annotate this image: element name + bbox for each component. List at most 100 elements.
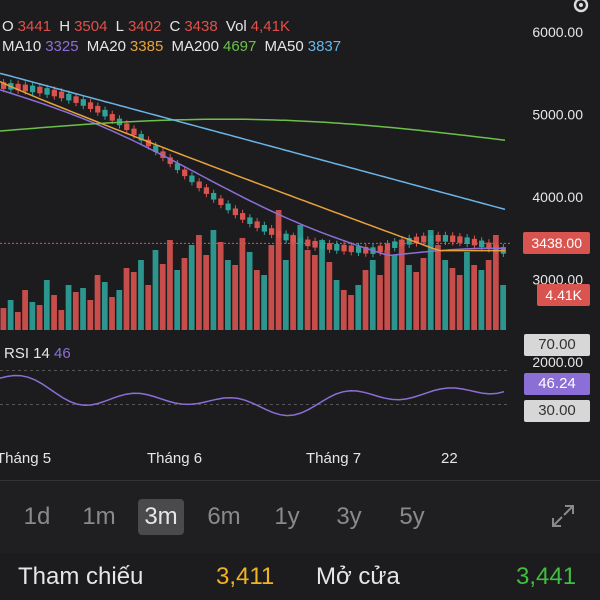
candle-body (334, 244, 340, 251)
volume-bar (109, 297, 115, 330)
volume-bar (174, 270, 181, 330)
ohlc-low-value: 3402 (127, 18, 162, 35)
candle-body (37, 86, 43, 94)
reference-value: 3,411 (216, 563, 275, 590)
rsi-upper-tag: 70.00 (524, 334, 590, 356)
volume-bar (391, 255, 398, 330)
volume-bar (58, 310, 65, 330)
candle-body (153, 145, 159, 153)
volume-bar (101, 282, 108, 330)
candle-body (457, 236, 463, 243)
period-3m-button[interactable]: 3m (138, 499, 184, 535)
expand-icon[interactable] (550, 503, 576, 529)
volume-bar (217, 242, 224, 330)
reference-label: Tham chiếu (18, 563, 144, 590)
period-5y-button[interactable]: 5y (399, 503, 425, 530)
candle-body (450, 235, 456, 243)
candle-body (479, 240, 485, 248)
volume-bar (398, 240, 405, 330)
volume-bar (123, 268, 130, 330)
open-value: 3,441 (516, 563, 577, 590)
volume-bar (333, 280, 340, 330)
rsi-label-text: RSI 14 (4, 345, 50, 362)
period-6m-button[interactable]: 6m (207, 503, 241, 530)
volume-bar (464, 252, 470, 330)
volume-bar (362, 270, 369, 330)
candle-body (240, 213, 246, 220)
candle-body (297, 237, 304, 245)
chart-area[interactable]: 6000.00 5000.00 4000.00 3000.00 2000.00 O 344… (0, 0, 600, 480)
volume-bar (22, 290, 28, 330)
period-1d-button[interactable]: 1d (23, 503, 51, 530)
candle-body (442, 235, 449, 242)
rsi-line (0, 374, 505, 417)
candle-body (428, 235, 434, 242)
candle-body (182, 169, 188, 177)
volume-bar (456, 275, 463, 330)
last-price-tag: 3438.00 (523, 232, 590, 254)
price-chart[interactable]: 6000.00 5000.00 4000.00 3000.00 2000.00 (0, 0, 600, 480)
volume-bar (500, 285, 506, 330)
ma50-label: MA50 (264, 38, 304, 55)
candle-body (131, 128, 137, 136)
volume-bar (72, 292, 79, 330)
rsi-current-tag: 46.24 (524, 373, 590, 395)
candle-body (413, 236, 420, 244)
volume-bar (319, 240, 325, 330)
ma20-label: MA20 (86, 38, 126, 55)
volume-bar (239, 238, 246, 330)
ohlc-vol-label: Vol (225, 18, 247, 35)
volume-bar (87, 300, 94, 330)
volume-bar (130, 272, 137, 330)
ma10-value: 3325 (45, 38, 79, 55)
volume-bar (427, 230, 434, 330)
candle-body (377, 245, 383, 253)
volume-bar (478, 270, 485, 330)
volume-bar (369, 260, 376, 330)
candle-body (174, 163, 181, 171)
ohlc-close-label: C (169, 18, 181, 35)
volume-bar (485, 260, 492, 330)
candle-body (189, 175, 195, 183)
candle-body (102, 109, 108, 117)
period-selector: 1d 1m 3m 6m 1y 3y 5y (0, 480, 600, 553)
volume-bar (80, 288, 86, 330)
volume-bar (348, 295, 354, 330)
candle-body (22, 84, 28, 92)
candle-body (326, 243, 333, 250)
volume-bar (435, 245, 441, 330)
volume-bar (290, 235, 296, 330)
candle-body (138, 134, 144, 141)
candle-body (392, 241, 398, 248)
candle-body (87, 102, 94, 109)
ma50-line (0, 72, 506, 211)
candle-body (167, 157, 173, 164)
candle-body (268, 228, 275, 235)
volume-bar (275, 210, 282, 330)
candle-body (254, 221, 260, 228)
candle-body (109, 114, 115, 121)
volume-bar (43, 280, 50, 330)
volume-bar (65, 285, 72, 330)
volume-bar (413, 272, 420, 330)
candle-body (15, 83, 21, 91)
volume-bar (51, 295, 57, 330)
ma-readout: MA10 3325 MA20 3385 MA200 4697 MA50 3837 (2, 38, 345, 55)
ma200-label: MA200 (171, 38, 219, 55)
period-1m-button[interactable]: 1m (82, 503, 116, 530)
ohlc-low-label: L (115, 18, 124, 35)
volume-bar (167, 240, 173, 330)
volume-bar (311, 255, 318, 330)
volume-bar (420, 258, 427, 330)
period-1y-button[interactable]: 1y (274, 503, 300, 530)
candle-body (225, 203, 231, 211)
candle-body (421, 235, 427, 243)
rsi-title: RSI 14 46 (4, 345, 71, 362)
candle-body (261, 224, 267, 232)
candle-body (341, 244, 347, 252)
month-label: Tháng 6 (147, 450, 203, 467)
open-label: Mở cửa (316, 563, 400, 590)
ohlc-open-label: O (2, 18, 14, 35)
period-3y-button[interactable]: 3y (336, 503, 362, 530)
settings-gear-icon[interactable] (568, 0, 594, 18)
